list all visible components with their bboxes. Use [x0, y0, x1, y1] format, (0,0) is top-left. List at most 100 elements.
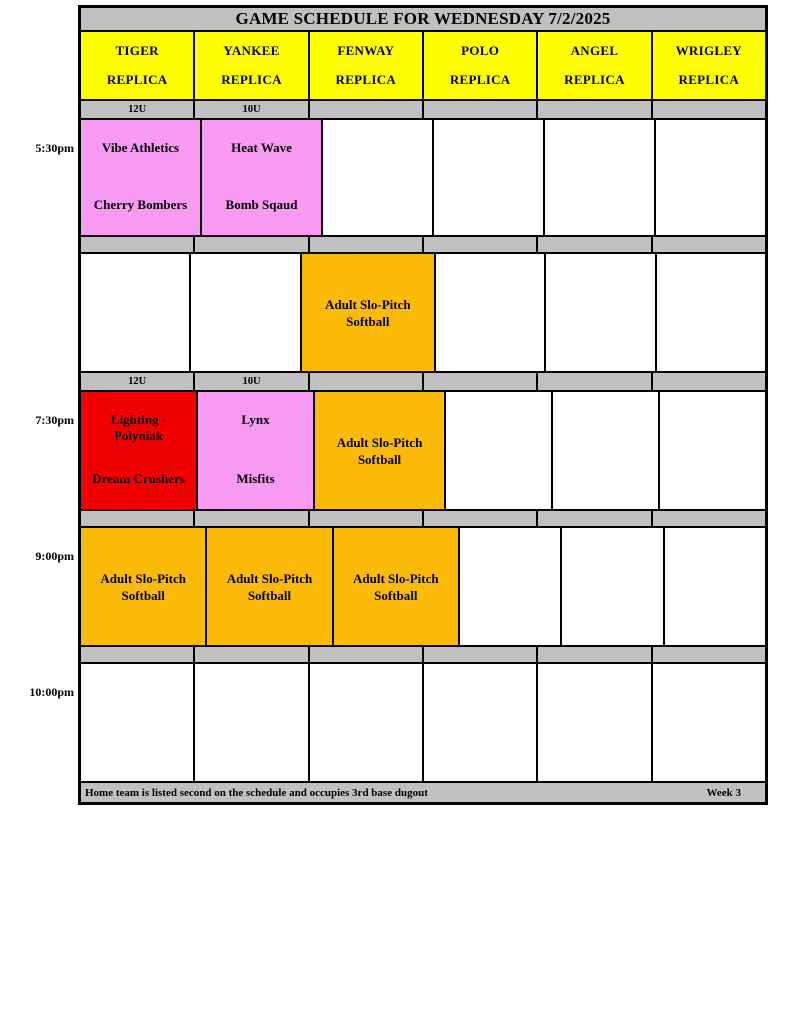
game-cell-angel-1000-empty — [538, 664, 651, 781]
separator-cell — [309, 237, 422, 252]
separator-cell — [309, 647, 422, 662]
field-name: WRIGLEY — [675, 43, 742, 58]
separator-cell — [195, 237, 308, 252]
game-cell-polo-empty — [435, 254, 545, 371]
game-row-1000pm — [81, 664, 765, 781]
separator-cell — [81, 237, 194, 252]
event-label: Adult Slo-Pitch Softball — [336, 434, 423, 467]
game-cell-polo-530-empty — [434, 120, 543, 235]
age-group-10u: 10U — [195, 101, 308, 118]
separator-row — [81, 647, 765, 662]
game-cell-polo-1000-empty — [423, 664, 537, 781]
field-header-wrigley: WRIGLEY REPLICA — [652, 32, 765, 99]
field-subname: REPLICA — [335, 72, 397, 87]
game-cell-wrigley-1000-empty — [652, 664, 765, 781]
game-cell-yankee-530: Heat Wave Bomb Sqaud — [202, 120, 321, 235]
week-label: Week 3 — [706, 786, 741, 799]
separator-cell — [423, 647, 537, 662]
separator-cell — [538, 511, 651, 526]
separator-row — [81, 237, 765, 252]
team-away: Lynx — [241, 412, 270, 427]
separator-cell — [81, 511, 194, 526]
team-away: Lighting - Polyniak — [110, 412, 167, 443]
footer-row: Home team is listed second on the schedu… — [81, 783, 765, 802]
schedule-table: GAME SCHEDULE FOR WEDNESDAY 7/2/2025 TIG… — [78, 5, 768, 805]
game-row-900pm: Adult Slo-Pitch Softball Adult Slo-Pitch… — [81, 528, 765, 645]
age-group-empty — [538, 373, 651, 390]
game-cell-polo-730-empty — [446, 392, 551, 509]
age-group-12u: 12U — [81, 373, 194, 390]
separator-row — [81, 511, 765, 526]
event-label: Adult Slo-Pitch Softball — [353, 570, 439, 603]
game-row-530pm: Vibe Athletics Cherry Bombers Heat Wave … — [81, 120, 765, 235]
time-label-730pm: 7:30pm — [35, 413, 74, 427]
game-cell-fenway-1000-empty — [309, 664, 422, 781]
separator-cell — [309, 511, 422, 526]
separator-cell — [81, 647, 194, 662]
game-cell-yankee-empty — [191, 254, 300, 371]
game-cell-fenway-530-empty — [323, 120, 432, 235]
game-cell-yankee-900-event: Adult Slo-Pitch Softball — [207, 528, 332, 645]
game-cell-angel-730-empty — [553, 392, 658, 509]
event-label: Adult Slo-Pitch Softball — [325, 296, 411, 329]
game-cell-tiger-530: Vibe Athletics Cherry Bombers — [81, 120, 200, 235]
footer-bar: Home team is listed second on the schedu… — [81, 783, 765, 802]
event-label: Adult Slo-Pitch Softball — [226, 570, 313, 603]
field-header-row: TIGER REPLICA YANKEE REPLICA FENWAY REPL… — [81, 32, 765, 99]
age-group-row: 12U 10U — [81, 101, 765, 118]
separator-cell — [538, 237, 651, 252]
game-cell-tiger-900-event: Adult Slo-Pitch Softball — [81, 528, 206, 645]
game-cell-tiger-1000-empty — [81, 664, 194, 781]
field-subname: REPLICA — [564, 72, 625, 87]
game-row-unlabeled: Adult Slo-Pitch Softball — [81, 254, 765, 371]
title-row: GAME SCHEDULE FOR WEDNESDAY 7/2/2025 — [81, 8, 765, 30]
field-header-fenway: FENWAY REPLICA — [309, 32, 422, 99]
game-cell-wrigley-530-empty — [656, 120, 765, 235]
team-home: Bomb Sqaud — [225, 197, 298, 212]
field-header-yankee: YANKEE REPLICA — [195, 32, 308, 99]
game-cell-angel-530-empty — [545, 120, 654, 235]
team-home: Cherry Bombers — [93, 197, 188, 212]
game-cell-tiger-730: Lighting - Polyniak Dream Crushers — [81, 392, 196, 509]
separator-cell — [652, 511, 765, 526]
time-label-900pm: 9:00pm — [35, 549, 74, 563]
team-home: Misfits — [236, 471, 275, 486]
game-cell-yankee-1000-empty — [195, 664, 308, 781]
game-cell-wrigley-730-empty — [660, 392, 765, 509]
team-home: Dream Crushers — [92, 471, 185, 486]
game-cell-tiger-empty — [81, 254, 190, 371]
field-subname: REPLICA — [678, 72, 740, 87]
age-group-empty — [652, 373, 765, 390]
game-cell-fenway-event: Adult Slo-Pitch Softball — [301, 254, 434, 371]
age-group-empty — [309, 101, 422, 118]
game-cell-angel-900-empty — [562, 528, 663, 645]
field-subname: REPLICA — [221, 72, 282, 87]
age-group-empty — [538, 101, 651, 118]
game-cell-fenway-730-event: Adult Slo-Pitch Softball — [315, 392, 444, 509]
age-group-10u: 10U — [195, 373, 308, 390]
game-row-730pm: Lighting - Polyniak Dream Crushers Lynx … — [81, 392, 765, 509]
age-group-empty — [423, 373, 537, 390]
field-subname: REPLICA — [449, 72, 511, 87]
field-name: ANGEL — [570, 43, 619, 58]
game-cell-fenway-900-event: Adult Slo-Pitch Softball — [333, 528, 458, 645]
separator-cell — [652, 647, 765, 662]
footer-note: Home team is listed second on the schedu… — [85, 786, 428, 799]
event-label: Adult Slo-Pitch Softball — [100, 570, 186, 603]
game-cell-polo-900-empty — [459, 528, 561, 645]
game-cell-angel-empty — [546, 254, 655, 371]
team-away: Vibe Athletics — [101, 140, 180, 155]
field-subname: REPLICA — [106, 72, 168, 87]
separator-cell — [423, 237, 537, 252]
field-name: FENWAY — [337, 43, 395, 58]
field-name: YANKEE — [223, 43, 280, 58]
game-cell-wrigley-empty — [656, 254, 765, 371]
time-label-1000pm: 10:00pm — [29, 685, 74, 699]
game-cell-wrigley-900-empty — [664, 528, 765, 645]
age-group-12u: 12U — [81, 101, 194, 118]
field-name: TIGER — [115, 43, 159, 58]
time-label-530pm: 5:30pm — [35, 141, 74, 155]
game-cell-yankee-730: Lynx Misfits — [198, 392, 313, 509]
schedule-title: GAME SCHEDULE FOR WEDNESDAY 7/2/2025 — [81, 8, 765, 30]
